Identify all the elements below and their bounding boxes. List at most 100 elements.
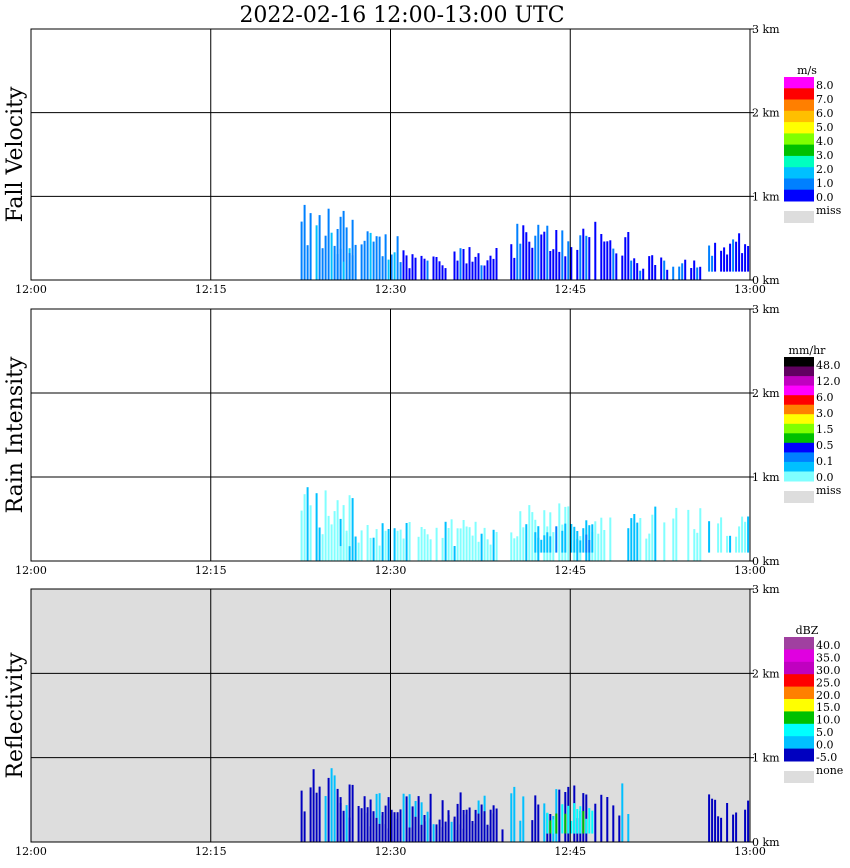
echo-cell — [459, 792, 462, 842]
echo-cell — [360, 244, 363, 280]
echo-cell — [351, 784, 354, 842]
echo-cell — [561, 230, 564, 280]
echo-cell — [438, 819, 441, 842]
echo-cell — [633, 514, 636, 561]
echo-region — [402, 247, 498, 280]
echo-cell — [495, 248, 498, 280]
echo-cell — [387, 529, 390, 561]
echo-cell — [591, 524, 594, 553]
echo-cell — [414, 257, 417, 280]
legend-swatch — [784, 88, 814, 101]
echo-cell — [471, 261, 474, 280]
echo-cell — [318, 215, 321, 280]
legend-swatch — [784, 99, 814, 112]
legend-missing-swatch — [784, 771, 814, 783]
echo-cell — [636, 522, 639, 561]
echo-cell — [348, 253, 351, 280]
echo-cell — [696, 267, 699, 280]
echo-cell — [309, 787, 312, 842]
echo-cell — [366, 812, 369, 842]
echo-cell — [642, 268, 645, 280]
echo-cell — [456, 803, 459, 842]
legend-swatch — [784, 366, 814, 377]
legend-label: 3.0 — [816, 149, 834, 162]
echo-cell — [648, 533, 651, 561]
echo-cell — [714, 799, 717, 842]
legend-swatch — [784, 385, 814, 396]
echo-cell — [582, 528, 585, 553]
legend-label: 0.0 — [816, 471, 834, 484]
echo-cell — [318, 527, 321, 561]
echo-cell — [465, 263, 468, 280]
echo-cell — [327, 777, 330, 842]
echo-cell — [384, 234, 387, 280]
x-tick-label: 12:00 — [15, 845, 47, 858]
echo-cell — [513, 786, 516, 842]
echo-region — [300, 204, 354, 280]
echo-cell — [468, 527, 471, 561]
legend-swatch — [784, 711, 814, 725]
echo-region — [708, 794, 750, 842]
echo-cell — [327, 515, 330, 561]
echo-cell — [315, 493, 318, 561]
echo-cell — [681, 263, 684, 280]
legend-missing-swatch — [784, 211, 814, 223]
echo-cell — [555, 230, 558, 280]
echo-cell — [354, 536, 357, 561]
echo-cell — [564, 523, 567, 553]
legend-missing-label: miss — [816, 484, 842, 497]
echo-cell — [375, 817, 378, 842]
echo-cell — [465, 526, 468, 561]
echo-cell — [456, 830, 459, 842]
legend-swatch — [784, 442, 814, 453]
echo-cell — [639, 518, 642, 561]
echo-cell — [516, 536, 519, 561]
y-tick-label: 3 km — [752, 23, 780, 36]
echo-cell — [630, 518, 633, 561]
echo-cell — [396, 236, 399, 280]
echo-cell — [609, 517, 612, 561]
echo-cell — [660, 257, 663, 280]
echo-cell — [360, 530, 363, 561]
echo-cell — [546, 812, 549, 834]
echo-cell — [402, 250, 405, 280]
echo-cell — [486, 539, 489, 561]
echo-cell — [315, 792, 318, 842]
echo-cell — [324, 490, 327, 561]
echo-cell — [699, 508, 702, 561]
echo-cell — [477, 253, 480, 280]
echo-cell — [444, 821, 447, 842]
echo-cell — [594, 221, 597, 280]
y-tick-label: 1 km — [752, 752, 780, 765]
legend-missing-swatch — [784, 491, 814, 503]
x-tick-label: 12:00 — [15, 564, 47, 577]
echo-cell — [339, 546, 342, 561]
echo-cell — [537, 224, 540, 280]
echo-cell — [579, 806, 582, 834]
legend-label: 3.0 — [816, 407, 834, 420]
echo-cell — [342, 261, 345, 280]
echo-cell — [567, 805, 570, 834]
echo-cell — [396, 530, 399, 561]
echo-cell — [552, 532, 555, 561]
panel-label: Rain Intensity — [3, 356, 28, 513]
echo-cell — [483, 811, 486, 842]
echo-cell — [387, 259, 390, 280]
echo-cell — [441, 537, 444, 561]
echo-cell — [612, 805, 615, 842]
echo-cell — [444, 268, 447, 280]
y-tick-label: 0 km — [752, 836, 780, 849]
legend-swatch — [784, 723, 814, 737]
echo-cell — [603, 241, 606, 280]
echo-cell — [627, 528, 630, 561]
echo-cell — [453, 818, 456, 842]
echo-cell — [708, 794, 711, 842]
echo-cell — [342, 543, 345, 561]
legend-swatch — [784, 189, 814, 202]
x-tick-label: 13:00 — [734, 283, 766, 296]
echo-region — [630, 255, 702, 280]
echo-cell — [726, 254, 729, 272]
echo-cell — [747, 246, 750, 272]
echo-cell — [369, 799, 372, 842]
legend-swatch — [784, 404, 814, 415]
